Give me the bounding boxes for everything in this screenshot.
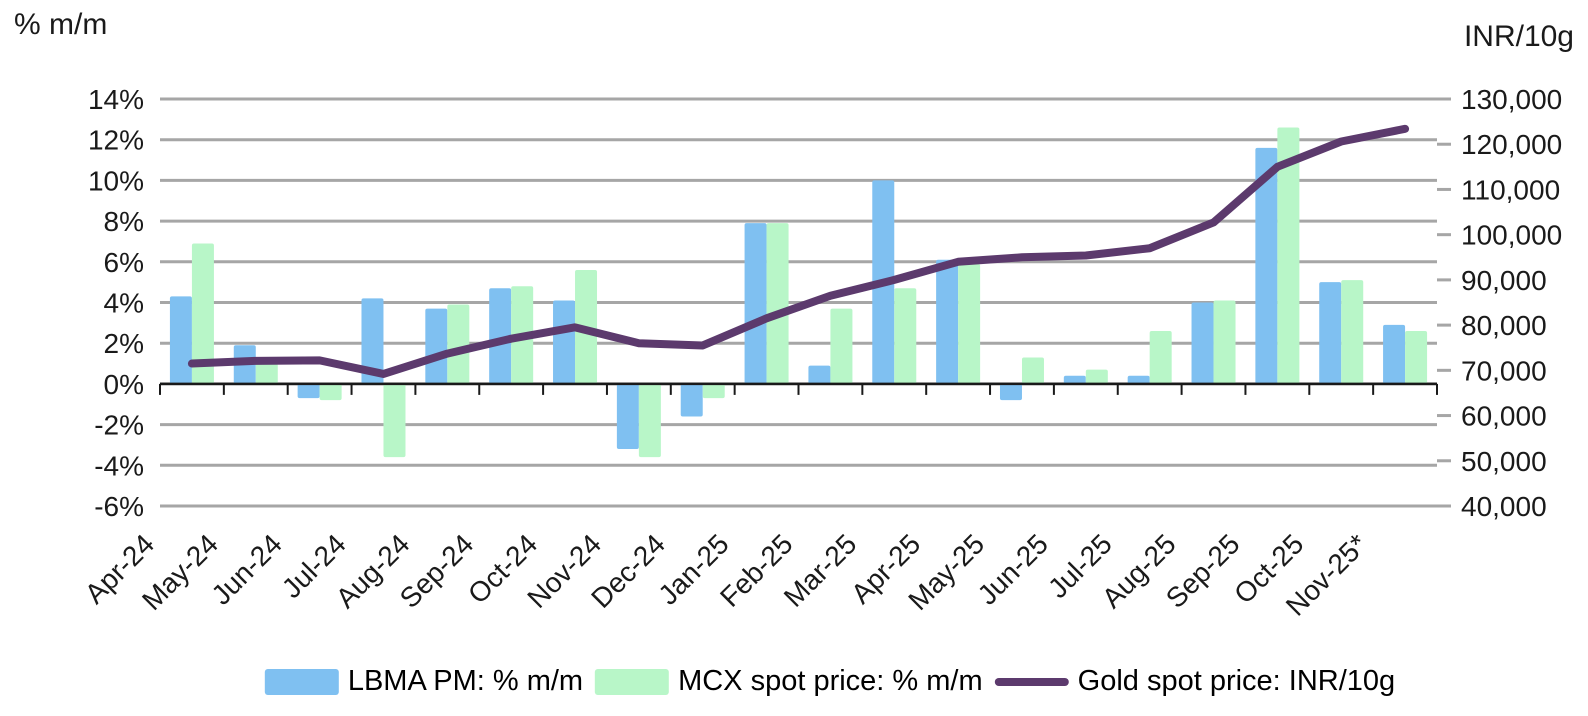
x-axis-label-Jun-24: Jun-24 <box>205 528 287 610</box>
right-axis-tick-label: 100,000 <box>1461 220 1562 251</box>
bar-lbma-Nov-24 <box>616 383 639 450</box>
bar-mcx-Jun-24 <box>319 383 342 401</box>
right-axis-tick-label: 50,000 <box>1461 446 1547 477</box>
legend-swatch-lbma-icon <box>264 668 339 695</box>
legend-swatch-mcx-icon <box>595 668 670 695</box>
bar-lbma-Jul-25 <box>1127 375 1150 384</box>
bar-mcx-May-24 <box>255 363 278 384</box>
x-axis-label-Sep-25: Sep-25 <box>1160 528 1246 614</box>
left-axis-tick-label: 12% <box>88 125 144 156</box>
right-axis-tick-label: 130,000 <box>1461 84 1562 115</box>
legend-item-mcx: MCX spot price: % m/m <box>595 665 983 698</box>
right-axis-tick-label: 70,000 <box>1461 355 1547 386</box>
bar-mcx-Nov-25* <box>1405 330 1428 384</box>
right-axis-tick-label: 90,000 <box>1461 265 1547 296</box>
bar-mcx-Oct-25 <box>1341 280 1364 384</box>
x-axis-label-Dec-24: Dec-24 <box>585 528 671 614</box>
bar-lbma-Nov-25* <box>1383 324 1406 384</box>
bar-mcx-Nov-24 <box>638 383 661 458</box>
left-axis-tick-label: 8% <box>104 206 144 237</box>
bar-lbma-Jan-25 <box>744 223 767 384</box>
bar-lbma-Sep-24 <box>489 288 512 384</box>
right-axis-tick-label: 60,000 <box>1461 401 1547 432</box>
bar-mcx-Aug-24 <box>447 304 470 384</box>
bar-lbma-Dec-24 <box>680 383 703 417</box>
bar-lbma-Aug-24 <box>425 308 448 384</box>
legend-item-gold-line: Gold spot price: INR/10g <box>994 665 1396 698</box>
right-axis-title: INR/10g <box>1463 20 1574 53</box>
left-axis-tick-label: -6% <box>94 491 144 522</box>
right-axis-tick-label: 80,000 <box>1461 310 1547 341</box>
bar-mcx-Jun-25 <box>1085 369 1108 384</box>
gold-price-line <box>187 124 1410 378</box>
bar-lbma-Jul-24 <box>361 298 384 384</box>
bar-lbma-Oct-25 <box>1319 282 1342 384</box>
bar-lbma-Apr-24 <box>169 296 192 384</box>
bar-lbma-Oct-24 <box>553 300 576 384</box>
bar-lbma-Aug-25 <box>1191 302 1214 384</box>
legend-line-gold-icon <box>994 677 1069 686</box>
bar-lbma-Sep-25 <box>1255 147 1278 384</box>
bar-mcx-May-25 <box>1021 357 1044 384</box>
left-axis-tick-label: 6% <box>104 247 144 278</box>
bar-mcx-Jul-25 <box>1149 330 1172 384</box>
bar-mcx-Sep-25 <box>1277 127 1300 384</box>
bar-lbma-Jun-24 <box>297 383 320 399</box>
bar-lbma-Jun-25 <box>1063 375 1086 384</box>
bar-lbma-Apr-25 <box>936 259 959 384</box>
x-axis-label-Sep-24: Sep-24 <box>394 528 480 614</box>
bar-mcx-Apr-24 <box>191 243 214 384</box>
legend-label-mcx: MCX spot price: % m/m <box>678 665 983 697</box>
right-axis-tick-label: 120,000 <box>1461 129 1562 160</box>
bar-mcx-Apr-25 <box>958 263 981 384</box>
left-axis-tick-label: 2% <box>104 328 144 359</box>
left-axis-title: % m/m <box>14 8 108 41</box>
bar-mcx-Jan-25 <box>766 223 789 384</box>
bar-mcx-Mar-25 <box>894 288 917 384</box>
left-axis-tick-label: 10% <box>88 165 144 196</box>
bar-lbma-May-25 <box>999 383 1022 401</box>
right-axis-tick-label: 110,000 <box>1461 174 1560 205</box>
bar-mcx-Feb-25 <box>830 308 853 384</box>
left-axis-tick-label: -2% <box>94 410 144 441</box>
legend-item-lbma: LBMA PM: % m/m <box>264 665 584 698</box>
legend: LBMA PM: % m/m MCX spot price: % m/m Gol… <box>264 665 1396 698</box>
left-axis-tick-label: -4% <box>94 450 144 481</box>
right-axis-tick-label: 40,000 <box>1461 491 1547 522</box>
bar-mcx-Jul-24 <box>383 383 406 458</box>
left-axis-tick-label: 14% <box>88 84 144 115</box>
left-axis-tick-label: 4% <box>104 288 144 319</box>
bar-mcx-Aug-25 <box>1213 300 1236 384</box>
legend-label-lbma: LBMA PM: % m/m <box>347 665 584 697</box>
x-axis-label-Mar-25: Mar-25 <box>778 528 863 613</box>
x-axis-label-Jun-25: Jun-25 <box>972 528 1054 610</box>
left-axis-tick-label: 0% <box>104 369 144 400</box>
bar-lbma-Feb-25 <box>808 365 831 384</box>
legend-label-gold: Gold spot price: INR/10g <box>1077 665 1396 697</box>
bar-mcx-Dec-24 <box>702 383 725 399</box>
